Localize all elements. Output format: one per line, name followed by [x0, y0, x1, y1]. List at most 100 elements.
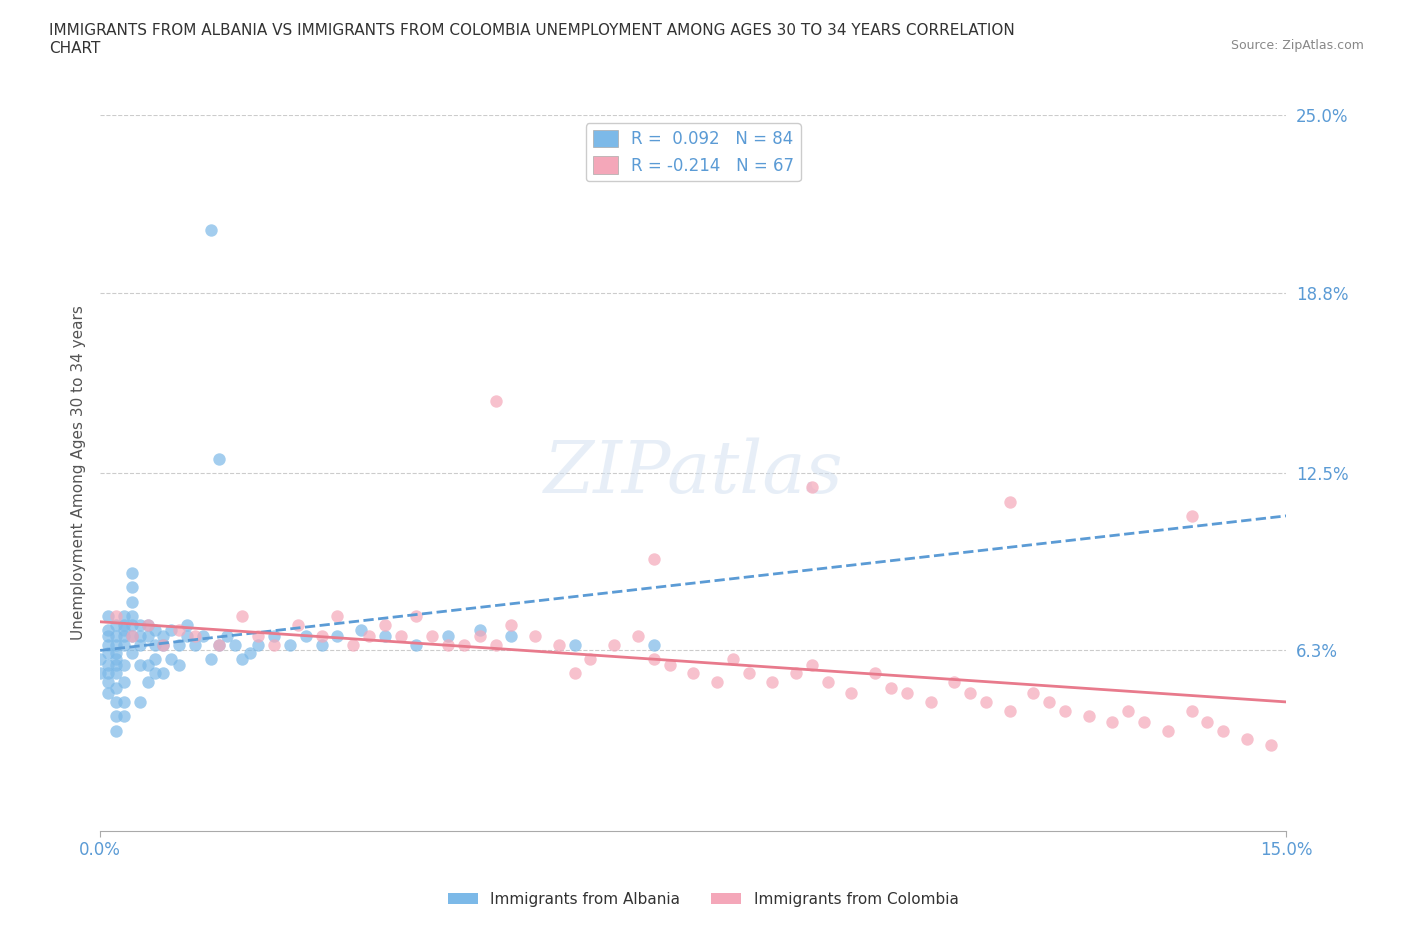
Point: [405, 608, 427, 623]
Text: ZIPatlas: ZIPatlas: [544, 438, 844, 508]
Point: [311, 629, 333, 644]
Point: [104, 608, 127, 623]
Point: [1077, 709, 1099, 724]
Point: [682, 666, 704, 681]
Point: [145, 637, 167, 652]
Point: [167, 658, 190, 672]
Point: [224, 637, 246, 652]
Point: [97, 608, 120, 623]
Point: [920, 695, 942, 710]
Point: [800, 480, 823, 495]
Point: [167, 623, 190, 638]
Point: [342, 637, 364, 652]
Point: [128, 637, 150, 652]
Point: [184, 637, 207, 652]
Point: [112, 618, 135, 632]
Point: [501, 618, 523, 632]
Point: [998, 494, 1021, 509]
Point: [112, 709, 135, 724]
Y-axis label: Unemployment Among Ages 30 to 34 years: Unemployment Among Ages 30 to 34 years: [72, 305, 86, 641]
Point: [547, 637, 569, 652]
Point: [1180, 509, 1202, 524]
Point: [1180, 703, 1202, 718]
Point: [579, 652, 602, 667]
Point: [104, 724, 127, 738]
Point: [896, 686, 918, 701]
Point: [97, 623, 120, 638]
Point: [374, 629, 396, 644]
Point: [484, 394, 506, 409]
Point: [104, 652, 127, 667]
Point: [121, 594, 143, 609]
Point: [112, 695, 135, 710]
Point: [215, 629, 238, 644]
Point: [128, 695, 150, 710]
Point: [112, 608, 135, 623]
Point: [136, 618, 159, 632]
Point: [136, 629, 159, 644]
Point: [104, 645, 127, 660]
Point: [104, 680, 127, 695]
Point: [208, 637, 231, 652]
Point: [841, 686, 863, 701]
Point: [121, 608, 143, 623]
Point: [104, 709, 127, 724]
Point: [564, 666, 586, 681]
Point: [247, 629, 270, 644]
Point: [627, 629, 650, 644]
Point: [998, 703, 1021, 718]
Point: [200, 652, 222, 667]
Point: [1236, 732, 1258, 747]
Point: [374, 618, 396, 632]
Point: [326, 608, 349, 623]
Point: [112, 674, 135, 689]
Point: [136, 618, 159, 632]
Point: [1101, 714, 1123, 729]
Point: [145, 652, 167, 667]
Point: [524, 629, 547, 644]
Point: [152, 637, 174, 652]
Point: [97, 637, 120, 652]
Legend: R =  0.092   N = 84, R = -0.214   N = 67: R = 0.092 N = 84, R = -0.214 N = 67: [586, 124, 800, 181]
Point: [191, 629, 214, 644]
Point: [121, 629, 143, 644]
Point: [128, 658, 150, 672]
Point: [184, 629, 207, 644]
Point: [785, 666, 807, 681]
Point: [263, 637, 285, 652]
Point: [501, 629, 523, 644]
Point: [294, 629, 316, 644]
Point: [97, 666, 120, 681]
Point: [484, 637, 506, 652]
Point: [112, 629, 135, 644]
Point: [89, 652, 111, 667]
Point: [658, 658, 681, 672]
Point: [200, 222, 222, 237]
Point: [104, 658, 127, 672]
Text: Source: ZipAtlas.com: Source: ZipAtlas.com: [1230, 39, 1364, 52]
Point: [420, 629, 443, 644]
Point: [564, 637, 586, 652]
Point: [104, 695, 127, 710]
Point: [152, 629, 174, 644]
Point: [437, 629, 460, 644]
Point: [974, 695, 997, 710]
Point: [121, 565, 143, 580]
Point: [97, 686, 120, 701]
Point: [943, 674, 966, 689]
Point: [231, 608, 253, 623]
Point: [1133, 714, 1156, 729]
Point: [152, 666, 174, 681]
Point: [761, 674, 783, 689]
Point: [311, 637, 333, 652]
Point: [136, 658, 159, 672]
Point: [97, 658, 120, 672]
Point: [278, 637, 301, 652]
Point: [112, 637, 135, 652]
Point: [357, 629, 380, 644]
Point: [1022, 686, 1045, 701]
Point: [97, 645, 120, 660]
Point: [239, 645, 262, 660]
Point: [176, 629, 198, 644]
Point: [468, 623, 491, 638]
